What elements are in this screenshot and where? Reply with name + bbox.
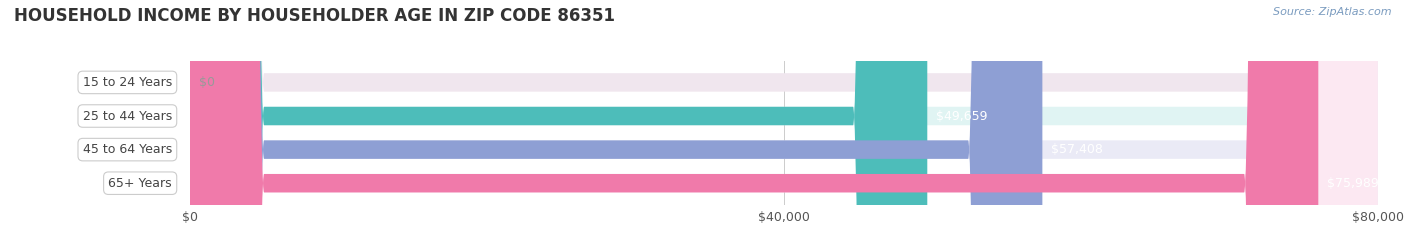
Text: Source: ZipAtlas.com: Source: ZipAtlas.com [1274, 7, 1392, 17]
FancyBboxPatch shape [190, 0, 1378, 233]
Text: $75,989: $75,989 [1327, 177, 1379, 190]
FancyBboxPatch shape [190, 0, 1378, 233]
FancyBboxPatch shape [190, 0, 1042, 233]
Text: 45 to 64 Years: 45 to 64 Years [83, 143, 172, 156]
Text: 65+ Years: 65+ Years [108, 177, 172, 190]
FancyBboxPatch shape [190, 0, 1319, 233]
Text: HOUSEHOLD INCOME BY HOUSEHOLDER AGE IN ZIP CODE 86351: HOUSEHOLD INCOME BY HOUSEHOLDER AGE IN Z… [14, 7, 614, 25]
FancyBboxPatch shape [190, 0, 1378, 233]
Text: 25 to 44 Years: 25 to 44 Years [83, 110, 172, 123]
Text: $0: $0 [198, 76, 215, 89]
Text: 15 to 24 Years: 15 to 24 Years [83, 76, 172, 89]
FancyBboxPatch shape [190, 0, 1378, 233]
Text: $57,408: $57,408 [1052, 143, 1104, 156]
FancyBboxPatch shape [190, 0, 928, 233]
Text: $49,659: $49,659 [936, 110, 987, 123]
